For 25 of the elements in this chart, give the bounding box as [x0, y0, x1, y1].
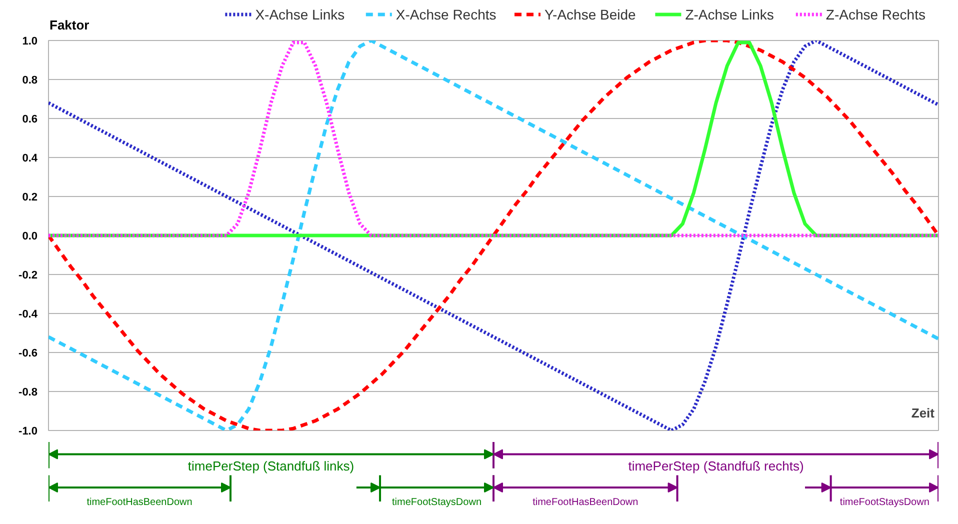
- y-tick-label: -1.0: [18, 426, 38, 438]
- y-tick-label: -0.2: [18, 270, 38, 282]
- y-tick-label: -0.6: [18, 348, 38, 360]
- legend-label: Z-Achse Rechts: [826, 6, 926, 22]
- text: timePerStep (Standfuß links): [188, 458, 354, 474]
- y-tick-label: 0.8: [22, 74, 38, 86]
- y-tick-label: 1.0: [22, 36, 38, 48]
- legend-label: X-Achse Links: [255, 6, 345, 22]
- text: timeFootStaysDown: [392, 496, 482, 508]
- y-axis-title: Faktor: [50, 18, 90, 32]
- y-tick-label: -0.4: [18, 308, 38, 320]
- legend-label: Z-Achse Links: [685, 6, 774, 22]
- text: timeFootHasBeenDown: [532, 496, 638, 508]
- text: timeFootStaysDown: [840, 496, 930, 508]
- legend-label: Y-Achse Beide: [544, 6, 636, 22]
- y-tick-label: -0.8: [18, 386, 38, 398]
- text: timePerStep (Standfuß rechts): [628, 458, 804, 474]
- line-series: [48, 40, 938, 430]
- y-tick-label: 0.0: [22, 230, 38, 242]
- x-axis-title: Zeit: [911, 406, 936, 420]
- y-tick-label: 0.6: [22, 114, 38, 126]
- y-tick-label: 0.2: [22, 192, 38, 204]
- text: timeFootHasBeenDown: [86, 496, 192, 508]
- y-tick-label: 0.4: [22, 152, 38, 164]
- legend-label: X-Achse Rechts: [396, 6, 496, 22]
